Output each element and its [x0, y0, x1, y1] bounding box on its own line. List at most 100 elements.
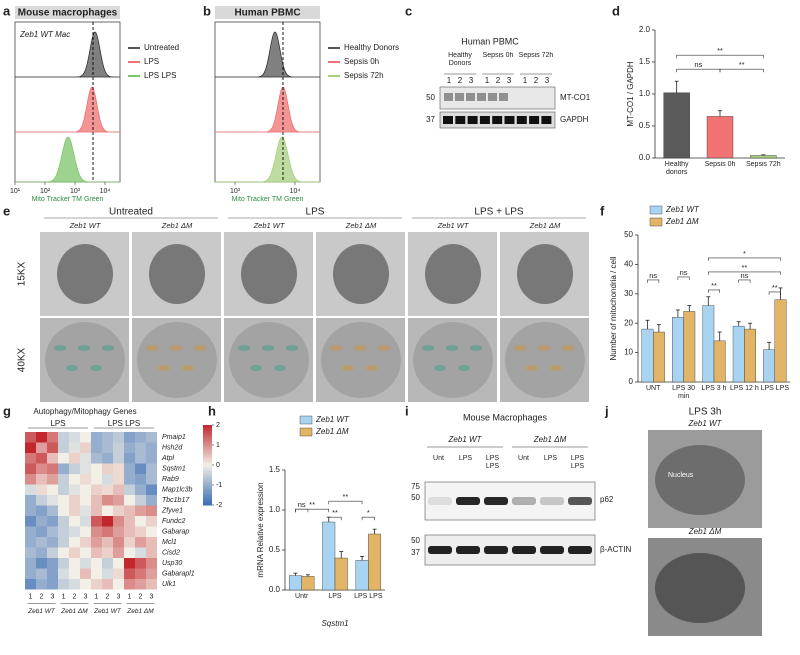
- heatmap-cell: [102, 453, 113, 464]
- cell: [149, 244, 205, 304]
- mitochondrion: [54, 345, 66, 351]
- bar: [663, 92, 690, 159]
- mitochondrion: [250, 365, 262, 371]
- colorbar-step: [203, 433, 212, 436]
- colorbar-step: [203, 439, 212, 442]
- heatmap-cell: [36, 484, 47, 495]
- heatmap-cell: [91, 547, 102, 558]
- heatmap-cell: [91, 484, 102, 495]
- row-label: Tbc1b17: [162, 497, 190, 504]
- genotype-label: Zeb1 WT: [69, 221, 102, 230]
- heatmap-cell: [69, 484, 80, 495]
- blot-band: [479, 116, 490, 124]
- column-label: 2: [40, 593, 44, 600]
- blot-band: [456, 546, 480, 554]
- colorbar-step: [203, 457, 212, 460]
- heatmap-cell: [58, 526, 69, 537]
- heatmap-cell: [36, 442, 47, 453]
- heatmap-cell: [47, 463, 58, 474]
- heatmap-cell: [124, 526, 135, 537]
- heatmap-cell: [36, 495, 47, 506]
- histogram: [215, 136, 320, 183]
- heatmap-cell: [47, 484, 58, 495]
- heatmap-cell: [135, 432, 146, 443]
- heatmap-cell: [91, 568, 102, 579]
- mitochondrion: [194, 345, 206, 351]
- blot-band: [484, 546, 508, 554]
- heatmap-cell: [124, 568, 135, 579]
- group-label: LPS: [306, 207, 325, 218]
- lane-label: Unt: [518, 455, 529, 462]
- heatmap-cell: [25, 579, 36, 590]
- mitochondrion: [470, 345, 482, 351]
- blot-band: [499, 93, 508, 101]
- heatmap-cell: [124, 474, 135, 485]
- heatmap-cell: [80, 474, 91, 485]
- lane-group: Healthy Donors: [448, 52, 472, 67]
- heatmap-cell: [113, 442, 124, 453]
- colorbar-step: [203, 429, 212, 432]
- genotype-label: Zeb1 ΔM: [60, 608, 88, 615]
- colorbar-step: [203, 463, 212, 466]
- blot-band: [516, 116, 527, 124]
- heatmap-cell: [113, 516, 124, 527]
- bar: [732, 325, 745, 383]
- row-label: Mcl1: [162, 539, 177, 546]
- legend-label: Sepsis 0h: [344, 57, 379, 66]
- heatmap-cell: [69, 516, 80, 527]
- mitochondrion: [90, 365, 102, 371]
- heatmap-cell: [135, 484, 146, 495]
- column-label: 1: [29, 593, 33, 600]
- heatmap-cell: [47, 558, 58, 569]
- legend-label: Zeb1 ΔM: [665, 217, 699, 226]
- heatmap-cell: [102, 432, 113, 443]
- heatmap-cell: [146, 516, 157, 527]
- colorbar-step: [203, 437, 212, 440]
- heatmap-cell: [124, 579, 135, 590]
- colorbar-step: [203, 465, 212, 468]
- genotype-label: Zeb1 ΔM: [126, 608, 154, 615]
- lane-label: 1: [523, 76, 528, 85]
- colorbar-label: 1: [216, 442, 220, 449]
- x-tick-label: 10³: [70, 188, 81, 195]
- heatmap-cell: [113, 579, 124, 590]
- panel-letter: h: [208, 403, 216, 418]
- heatmap-cell: [58, 463, 69, 474]
- heatmap-cell: [47, 516, 58, 527]
- heatmap-cell: [91, 463, 102, 474]
- panel-letter: c: [405, 3, 412, 18]
- blot-band: [467, 116, 478, 124]
- x-tick-label: LPS: [328, 593, 341, 600]
- group-label: LPS + LPS: [474, 207, 524, 218]
- mitochondrion: [330, 345, 342, 351]
- blot-band: [492, 116, 503, 124]
- mitochondrion: [158, 365, 170, 371]
- significance-bracket: [328, 516, 342, 521]
- bar: [683, 311, 696, 383]
- y-tick-label: 0.5: [269, 545, 281, 554]
- colorbar-label: -2: [216, 502, 222, 509]
- colorbar-step: [203, 453, 212, 456]
- heatmap-cell: [36, 463, 47, 474]
- panel-letter: f: [600, 203, 605, 218]
- colorbar-step: [203, 483, 212, 486]
- heatmap-cell: [69, 579, 80, 590]
- heatmap-cell: [102, 537, 113, 548]
- heatmap-cell: [69, 495, 80, 506]
- heatmap-cell: [102, 558, 113, 569]
- heatmap-cell: [124, 516, 135, 527]
- colorbar-step: [203, 431, 212, 434]
- heatmap-cell: [124, 453, 135, 464]
- significance-label: **: [741, 263, 747, 272]
- row-label: Ulk1: [162, 581, 176, 588]
- heatmap-cell: [146, 537, 157, 548]
- cell: [333, 244, 389, 304]
- heatmap-cell: [102, 484, 113, 495]
- heatmap-cell: [58, 474, 69, 485]
- blot-band: [455, 116, 466, 124]
- heatmap-cell: [80, 526, 91, 537]
- heatmap-cell: [69, 547, 80, 558]
- significance-label: **: [309, 500, 315, 509]
- plot-frame: [214, 21, 321, 183]
